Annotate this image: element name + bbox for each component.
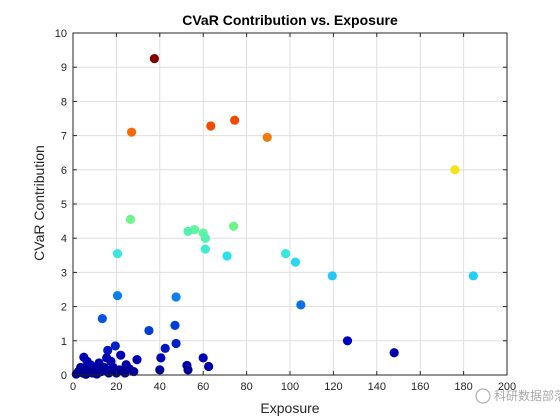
data-point xyxy=(450,165,460,175)
data-point xyxy=(71,369,81,379)
x-tick-label: 140 xyxy=(368,381,386,393)
x-tick-label: 180 xyxy=(454,381,472,393)
data-point xyxy=(120,368,130,378)
y-tick-label: 5 xyxy=(61,199,67,211)
y-axis-label: CVaR Contribution xyxy=(31,145,47,261)
x-axis-ticks: 0 20 40 60 80 100 120 140 160 180 200 xyxy=(70,33,516,393)
y-tick-label: 2 xyxy=(61,302,67,314)
data-point xyxy=(112,248,123,259)
data-point xyxy=(92,369,102,379)
y-tick-label: 1 xyxy=(61,336,67,348)
x-tick-label: 100 xyxy=(281,381,299,393)
data-point xyxy=(327,271,337,281)
data-point xyxy=(200,244,210,254)
data-point xyxy=(468,271,478,281)
y-tick-label: 0 xyxy=(61,370,67,382)
y-axis-ticks: 0 1 2 3 4 5 6 7 8 9 10 xyxy=(55,28,507,382)
data-point xyxy=(81,369,91,379)
data-point xyxy=(160,343,170,353)
watermark-text: 科研数据部落 xyxy=(494,388,560,403)
data-point xyxy=(97,313,107,324)
y-tick-label: 3 xyxy=(61,267,67,279)
data-points xyxy=(71,54,478,379)
data-point xyxy=(342,336,353,346)
data-point xyxy=(198,353,208,363)
y-tick-label: 10 xyxy=(55,28,67,40)
x-tick-label: 0 xyxy=(70,381,76,393)
x-tick-label: 60 xyxy=(197,381,209,393)
data-point xyxy=(125,214,136,224)
data-point xyxy=(149,54,159,64)
data-point xyxy=(171,292,181,302)
data-point xyxy=(389,348,399,358)
data-point xyxy=(155,365,165,375)
data-point xyxy=(183,365,193,375)
x-tick-label: 200 xyxy=(498,381,516,393)
x-tick-label: 80 xyxy=(240,381,252,393)
data-point xyxy=(222,251,232,261)
data-point xyxy=(170,320,180,331)
y-tick-label: 4 xyxy=(61,233,67,245)
wechat-icon xyxy=(475,388,491,404)
data-point xyxy=(116,350,126,360)
data-point xyxy=(144,325,154,336)
data-point xyxy=(103,345,113,355)
data-point xyxy=(290,257,301,267)
data-point xyxy=(132,355,142,365)
y-tick-label: 7 xyxy=(61,131,67,143)
x-tick-label: 20 xyxy=(110,381,122,393)
x-tick-label: 120 xyxy=(324,381,342,393)
x-tick-label: 160 xyxy=(411,381,429,393)
data-point xyxy=(156,353,166,363)
data-point xyxy=(281,248,291,259)
data-point xyxy=(183,226,193,236)
y-tick-label: 6 xyxy=(61,165,67,177)
data-point xyxy=(230,115,240,125)
data-point xyxy=(110,341,120,351)
data-point xyxy=(206,121,216,131)
data-point xyxy=(112,291,123,301)
y-tick-label: 9 xyxy=(61,62,67,74)
data-point xyxy=(228,221,239,231)
data-point xyxy=(126,127,137,137)
data-point xyxy=(200,233,210,243)
x-tick-label: 40 xyxy=(154,381,166,393)
data-point xyxy=(171,338,181,349)
y-tick-label: 8 xyxy=(61,96,67,108)
data-point xyxy=(129,366,139,377)
data-point xyxy=(204,361,214,372)
data-point xyxy=(296,300,306,310)
data-point xyxy=(262,132,272,142)
watermark: 科研数据部落 xyxy=(475,388,560,404)
chart-title: CVaR Contribution vs. Exposure xyxy=(182,12,398,28)
x-axis-label: Exposure xyxy=(260,400,319,416)
